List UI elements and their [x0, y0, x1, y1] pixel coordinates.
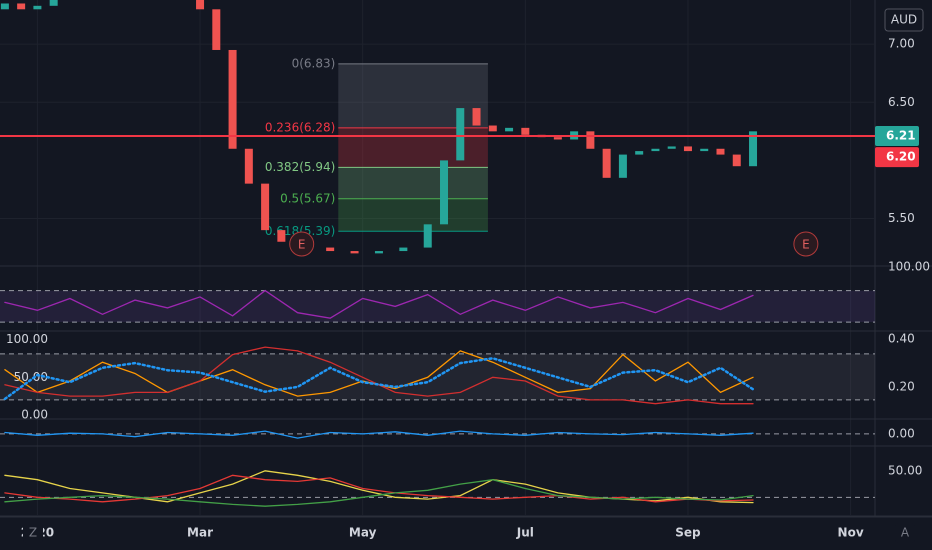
corner-button[interactable] [23, 523, 43, 543]
x-tick-label: May [349, 526, 377, 540]
earnings-label: E [802, 238, 810, 252]
fib-label: 0.5(5.67) [280, 191, 335, 205]
candle [521, 127, 530, 135]
fib-label: 0(6.83) [292, 56, 336, 70]
y-tick-label: 100.00 [6, 332, 48, 346]
price-tag-label: 6.20 [886, 150, 916, 164]
fib-label: 0.382(5.94) [265, 160, 335, 174]
earnings-marker[interactable] [793, 231, 819, 257]
x-tick-label: Mar [187, 526, 213, 540]
candle [700, 148, 709, 152]
candle [244, 148, 253, 184]
y-tick-label: 6.50 [888, 95, 915, 109]
candle [228, 49, 237, 149]
candle [602, 148, 611, 178]
candle [732, 154, 741, 167]
candle [505, 127, 514, 132]
candle [749, 131, 758, 167]
candle [488, 125, 497, 132]
indicator-line [3, 357, 755, 401]
candle [374, 251, 383, 254]
currency-box [884, 8, 924, 32]
earnings-marker[interactable] [289, 231, 315, 257]
indicator-line [4, 346, 754, 405]
candle [17, 3, 26, 10]
earnings-label: E [298, 238, 306, 252]
corner-button[interactable] [895, 523, 915, 543]
candle [0, 3, 9, 10]
y-tick-label: 7.00 [888, 37, 915, 51]
band-fill [0, 290, 875, 323]
indicator-line [4, 430, 754, 439]
currency-label: AUD [891, 13, 917, 27]
candle [326, 247, 335, 252]
indicator-line [4, 289, 754, 319]
candle [277, 230, 286, 242]
price-tag-label: 6.21 [886, 128, 916, 142]
candle [423, 224, 432, 248]
price-tag [875, 147, 919, 168]
y-tick-label: 0.00 [888, 426, 915, 440]
candle [33, 5, 42, 10]
fib-zone [338, 198, 488, 232]
x-tick-label: Sep [675, 526, 701, 540]
candle [212, 9, 221, 50]
y2-tick-label: 0.20 [888, 379, 915, 393]
candle [49, 0, 58, 6]
candle [350, 251, 359, 254]
x-tick-label: Jul [516, 526, 534, 540]
fib-zone [338, 127, 488, 168]
corner-label: Z [29, 526, 37, 540]
candle [456, 108, 465, 161]
price-tag [875, 125, 919, 146]
corner-label: A [901, 526, 910, 540]
y-tick-label: 5.50 [888, 211, 915, 225]
y-tick-label: 100.00 [888, 260, 930, 274]
candle [472, 108, 481, 126]
candle [261, 183, 270, 231]
x-tick-label: Nov [838, 526, 864, 540]
candle [618, 154, 627, 178]
candle [651, 148, 660, 152]
fib-zone [338, 167, 488, 199]
candle [716, 148, 725, 155]
fib-zone [338, 63, 488, 128]
candle [399, 247, 408, 252]
y-tick-label: 50.00 [888, 463, 922, 477]
candle [440, 160, 449, 225]
candle [683, 146, 692, 152]
candle [635, 151, 644, 155]
candle [553, 137, 562, 140]
y-tick-label: 50.00 [14, 370, 48, 384]
fib-label: 0.236(6.28) [265, 120, 335, 134]
indicator-line [4, 479, 754, 507]
candle [667, 146, 676, 149]
candle [586, 131, 595, 149]
y-tick-label: 0.00 [21, 407, 48, 421]
y2-tick-label: 0.40 [888, 332, 915, 346]
indicator-line [4, 474, 754, 503]
candle [196, 0, 205, 10]
price-pane: 0(6.83)0.236(6.28)0.382(5.94)0.5(5.67)0.… [0, 0, 875, 254]
